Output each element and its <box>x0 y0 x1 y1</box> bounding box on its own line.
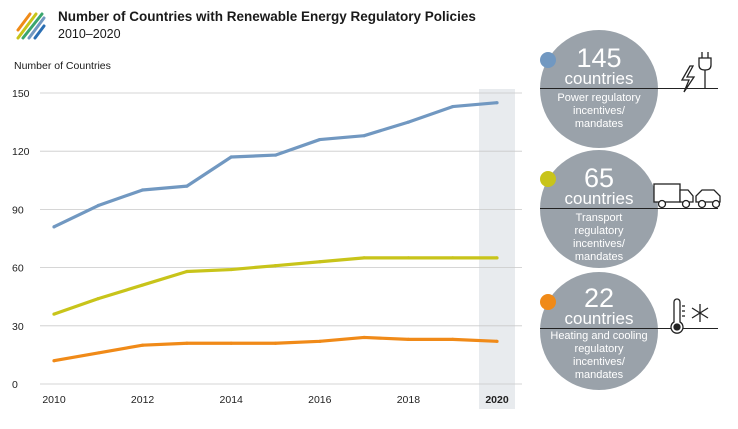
callout-unit: countries <box>564 189 634 208</box>
truck-car-icon <box>653 183 721 209</box>
data-point <box>451 104 455 109</box>
data-point <box>229 267 233 272</box>
highlight-band-2020 <box>479 89 515 409</box>
data-point <box>451 337 455 341</box>
chart-subtitle: 2010–2020 <box>58 27 121 41</box>
y-tick-label: 120 <box>12 146 30 158</box>
callout-unit: countries <box>564 309 634 328</box>
legend-dot-heating-cooling <box>540 294 556 310</box>
data-point <box>318 260 322 264</box>
callout-divider <box>540 208 718 210</box>
data-point <box>229 155 233 159</box>
data-point <box>52 359 56 363</box>
series-line-2 <box>53 335 498 363</box>
data-point <box>229 341 233 345</box>
data-point <box>406 337 410 341</box>
legend-dot-transport <box>540 171 556 187</box>
data-point <box>141 188 145 192</box>
data-point <box>96 203 100 208</box>
data-point <box>495 256 499 260</box>
data-point <box>406 120 410 124</box>
data-point <box>185 269 189 274</box>
callout-divider <box>540 328 718 330</box>
data-point <box>141 283 145 287</box>
data-point <box>362 335 366 340</box>
x-tick-label: 2016 <box>308 394 332 406</box>
data-point <box>318 339 322 343</box>
x-tick-label: 2010 <box>42 394 66 406</box>
x-tick-label: 2020 <box>485 394 509 406</box>
data-point <box>495 101 499 105</box>
thermometer-snowflake-icon <box>670 298 709 334</box>
callout-card-heating-cooling: 22 countries Heating and cooling regulat… <box>540 272 658 390</box>
data-point <box>185 184 189 188</box>
data-point <box>273 341 278 345</box>
logo-icon <box>16 12 46 40</box>
y-tick-label: 60 <box>12 263 24 275</box>
callout-number: 22 <box>583 283 615 313</box>
power-plug-icon <box>680 52 712 93</box>
data-point <box>141 343 145 347</box>
data-point <box>96 351 100 355</box>
x-tick-label: 2014 <box>220 394 244 406</box>
chart-title: Number of Countries with Renewable Energ… <box>58 9 476 24</box>
data-point <box>52 225 56 229</box>
y-tick-label: 150 <box>12 88 30 100</box>
callout-description: Transport regulatory incentives/ mandate… <box>573 212 625 263</box>
y-tick-label: 90 <box>12 204 24 216</box>
callout-description: Power regulatory incentives/ mandates <box>557 92 641 130</box>
data-point <box>318 137 322 142</box>
data-point <box>273 153 278 157</box>
callout-number: 65 <box>583 163 615 193</box>
y-axis-label: Number of Countries <box>14 60 111 72</box>
data-point <box>495 339 499 343</box>
data-point <box>52 312 56 316</box>
x-tick-labels: 2010 2012 2014 2016 2018 2020 <box>42 394 509 406</box>
y-tick-labels: 0 30 60 90 120 150 <box>12 88 30 391</box>
data-point <box>406 256 410 260</box>
data-point <box>185 341 189 345</box>
callout-divider <box>540 88 718 90</box>
series-lines <box>52 101 499 363</box>
callout-unit: countries <box>564 69 634 88</box>
grid-lines <box>40 92 522 385</box>
data-point <box>273 264 278 268</box>
data-point <box>451 256 455 260</box>
x-tick-label: 2018 <box>397 394 421 406</box>
data-point <box>362 256 366 260</box>
data-point <box>96 297 100 301</box>
y-tick-label: 30 <box>12 321 24 333</box>
series-line-0 <box>53 101 498 229</box>
y-tick-label: 0 <box>12 379 18 391</box>
callout-description: Heating and cooling regulatory incentive… <box>550 330 648 381</box>
x-tick-label: 2012 <box>131 394 155 406</box>
legend-dot-power <box>540 52 556 68</box>
callout-number: 145 <box>576 43 622 73</box>
data-point <box>362 134 366 138</box>
